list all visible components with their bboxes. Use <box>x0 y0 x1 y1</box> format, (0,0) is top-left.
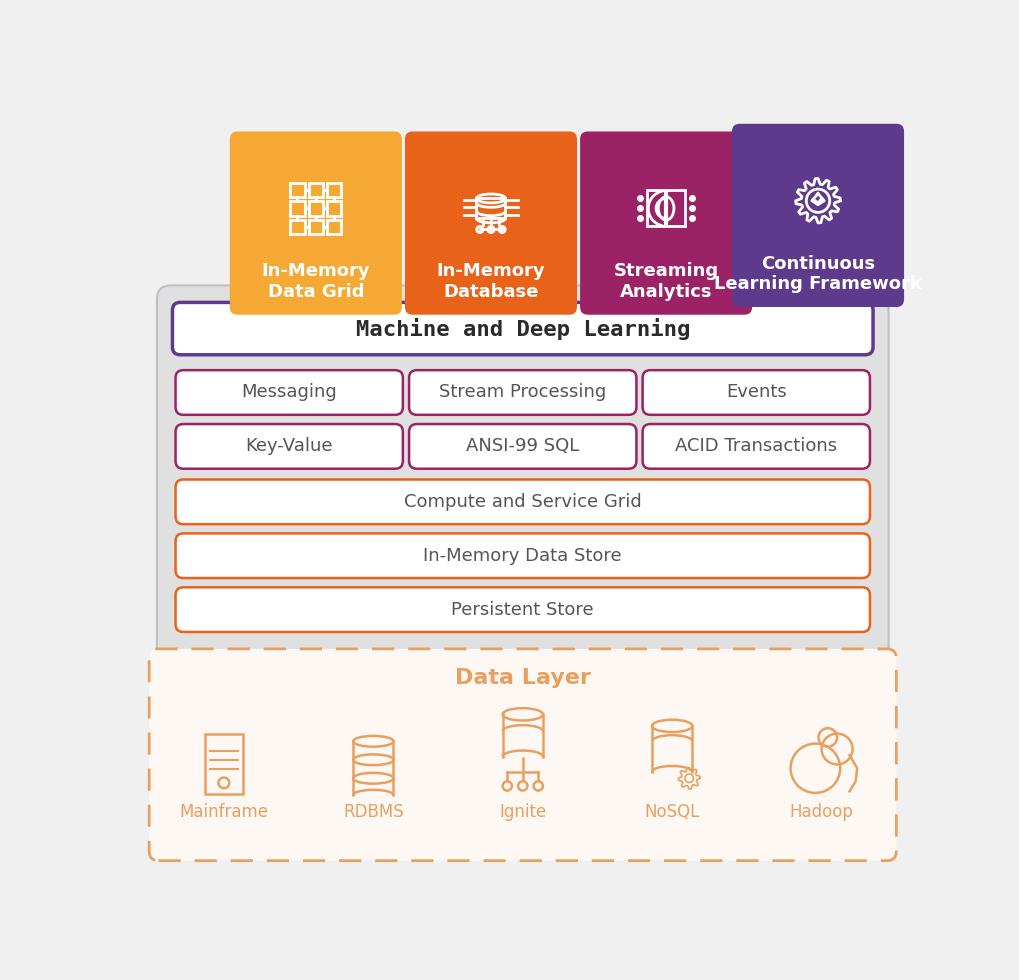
Text: Ignite: Ignite <box>498 804 546 821</box>
Bar <box>289 220 305 234</box>
Text: Compute and Service Grid: Compute and Service Grid <box>404 493 641 511</box>
FancyBboxPatch shape <box>409 370 636 415</box>
Bar <box>476 198 505 219</box>
Text: Hadoop: Hadoop <box>789 804 853 821</box>
Bar <box>327 183 341 197</box>
FancyBboxPatch shape <box>405 131 577 315</box>
Text: Messaging: Messaging <box>242 383 336 402</box>
FancyBboxPatch shape <box>175 370 403 415</box>
FancyBboxPatch shape <box>157 285 888 769</box>
FancyBboxPatch shape <box>172 303 872 355</box>
Bar <box>646 190 685 226</box>
Bar <box>309 183 323 197</box>
Text: Key-Value: Key-Value <box>246 437 332 456</box>
Text: In-Memory
Database: In-Memory Database <box>436 263 545 301</box>
FancyBboxPatch shape <box>732 123 903 307</box>
FancyBboxPatch shape <box>175 533 869 578</box>
Text: Mainframe: Mainframe <box>179 804 268 821</box>
FancyBboxPatch shape <box>175 587 869 632</box>
Bar <box>289 201 305 216</box>
Text: Continuous
Learning Framework: Continuous Learning Framework <box>713 255 921 293</box>
Text: In-Memory
Data Grid: In-Memory Data Grid <box>261 263 370 301</box>
Text: RDBMS: RDBMS <box>342 804 404 821</box>
Text: Data Layer: Data Layer <box>454 668 590 688</box>
Bar <box>309 201 323 216</box>
Text: Persistent Store: Persistent Store <box>451 601 593 618</box>
Bar <box>289 183 305 197</box>
Text: Machine and Deep Learning: Machine and Deep Learning <box>356 318 689 340</box>
Text: ANSI-99 SQL: ANSI-99 SQL <box>466 437 579 456</box>
Bar <box>327 220 341 234</box>
FancyBboxPatch shape <box>580 131 751 315</box>
Text: Events: Events <box>726 383 786 402</box>
Text: ACID Transactions: ACID Transactions <box>675 437 837 456</box>
FancyBboxPatch shape <box>175 479 869 524</box>
FancyBboxPatch shape <box>149 649 896 860</box>
FancyBboxPatch shape <box>175 424 403 468</box>
FancyBboxPatch shape <box>642 424 869 468</box>
Text: Streaming
Analytics: Streaming Analytics <box>613 263 718 301</box>
Bar <box>205 734 243 795</box>
Text: Stream Processing: Stream Processing <box>439 383 605 402</box>
FancyBboxPatch shape <box>642 370 869 415</box>
Text: NoSQL: NoSQL <box>644 804 699 821</box>
Text: In-Memory Data Store: In-Memory Data Store <box>423 547 622 564</box>
FancyBboxPatch shape <box>409 424 636 468</box>
Bar <box>309 220 323 234</box>
Bar <box>327 201 341 216</box>
FancyBboxPatch shape <box>229 131 401 315</box>
